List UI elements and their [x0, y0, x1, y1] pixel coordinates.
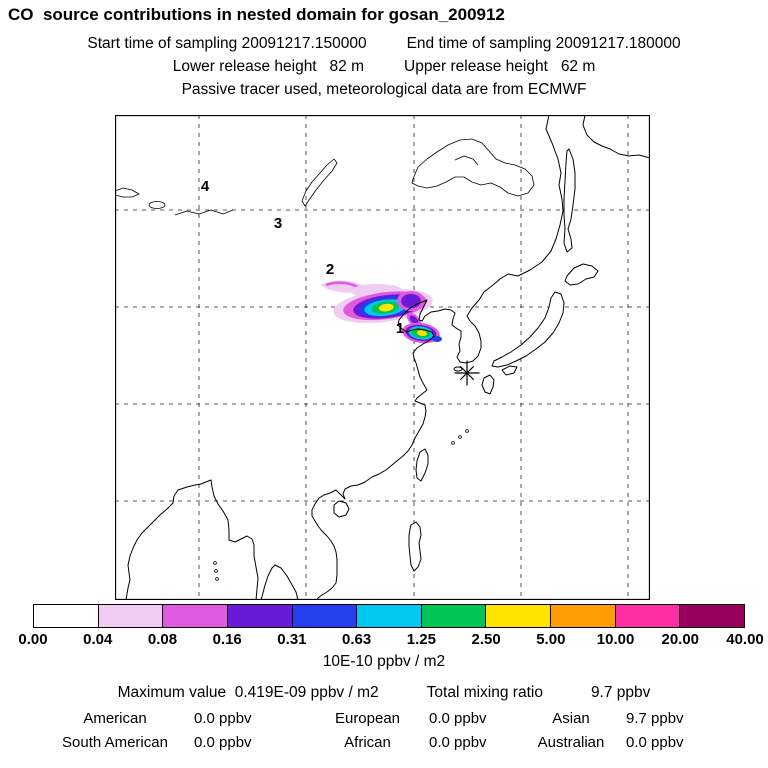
colorbar-segment [485, 605, 551, 627]
colorbar [33, 604, 745, 628]
colorbar-segment [679, 605, 745, 627]
amur-river-loop [411, 138, 535, 197]
receptor-star-marker [454, 360, 480, 386]
coastlines [115, 115, 650, 600]
map-svg: 1 2 3 4 [115, 115, 650, 600]
colorbar-tick-label: 40.00 [726, 631, 764, 648]
figure-title: CO source contributions in nested domain… [8, 5, 505, 24]
region-label: Australian [537, 734, 605, 751]
mainland-asia-coast [311, 115, 564, 600]
hainan-island [333, 500, 350, 518]
sampling-end-text: End time of sampling 20091217.180000 [406, 35, 681, 52]
region-value: 0.0 ppbv [194, 734, 252, 751]
lower-release-text: Lower release height 82 m [172, 58, 364, 75]
luzon-island [408, 521, 422, 572]
colorbar-segment [226, 605, 292, 627]
colorbar-labels: 0.00 0.04 0.08 0.16 0.31 0.63 1.25 2.50 5.00 10.0… [18, 631, 763, 649]
colorbar-segment [291, 605, 357, 627]
trajectory-point-label: 3 [274, 215, 282, 232]
lake-zaysan [148, 201, 166, 209]
colorbar-tick-label: 0.31 [277, 631, 307, 648]
colorbar-segment [162, 605, 227, 627]
gulf-of-thailand-coast [260, 564, 299, 600]
hokkaido-island [564, 263, 599, 286]
region-label: European [334, 710, 401, 727]
colorbar-segment [550, 605, 615, 627]
colorbar-segment [420, 605, 486, 627]
regions-table: American 0.0 ppbv European 0.0 ppbv Asian 9.7… [40, 707, 768, 755]
region-value: 0.0 ppbv [194, 710, 252, 727]
plume-contours [320, 280, 442, 344]
colorbar-tick-label: 0.04 [83, 631, 113, 648]
region-label: South American [62, 734, 168, 751]
map-frame [115, 115, 650, 600]
maximum-value-text: Maximum value 0.419E-09 ppbv / m2 [117, 684, 379, 701]
lake-baikal [301, 158, 338, 207]
region-value: 0.0 ppbv [429, 734, 487, 751]
colorbar-tick-label: 0.08 [147, 631, 178, 648]
myanmar-india-coast [125, 479, 259, 600]
ryukyu-island-dot [451, 441, 455, 445]
plume-secondary-blob [402, 322, 440, 344]
andaman-island-dot [214, 569, 218, 573]
honshu-island [491, 291, 565, 368]
region-value: 0.0 ppbv [626, 734, 684, 751]
ryukyu-island-dot [458, 435, 462, 439]
total-mixing-ratio-value: 9.7 ppbv [590, 684, 651, 701]
colorbar-tick-label: 10.00 [596, 631, 635, 648]
upper-release-text: Upper release height 62 m [404, 58, 596, 75]
trajectory-point-label: 1 [396, 320, 404, 337]
colorbar-tick-label: 1.25 [406, 631, 436, 648]
region-label: American [83, 710, 147, 727]
kyushu-island [481, 374, 495, 395]
colorbar-tick-label: 0.00 [18, 631, 48, 648]
trajectory-point-label: 2 [326, 261, 334, 278]
sakhalin-island [563, 148, 576, 253]
taiwan-island [415, 448, 429, 482]
region-label: Asian [552, 710, 590, 727]
amur-river-branch [454, 155, 479, 166]
trajectory-point-label: 4 [201, 178, 210, 195]
region-value: 0.0 ppbv [429, 710, 487, 727]
lake-balkhash [115, 187, 140, 198]
andaman-island-dot [215, 577, 219, 581]
tracer-note-text: Passive tracer used, meteorological data… [181, 81, 587, 98]
sampling-start-text: Start time of sampling 20091217.150000 [87, 35, 367, 52]
shikoku-island [501, 365, 518, 376]
colorbar-segment [356, 605, 421, 627]
colorbar-tick-label: 0.63 [342, 631, 372, 648]
okhotsk-north-coast [582, 115, 650, 159]
colorbar-units-label: 10E-10 ppbv / m2 [322, 653, 446, 670]
colorbar-tick-label: 0.16 [212, 631, 242, 648]
colorbar-segment [614, 605, 680, 627]
andaman-island-dot [213, 561, 217, 565]
sampling-time-line: Start time of sampling 20091217.150000 E… [0, 35, 768, 53]
region-value: 9.7 ppbv [626, 710, 684, 727]
total-mixing-ratio-label: Total mixing ratio [426, 684, 543, 701]
ryukyu-island-dot [465, 429, 469, 433]
tracer-note-line: Passive tracer used, meteorological data… [0, 81, 768, 99]
summary-line: Maximum value 0.419E-09 ppbv / m2 Total … [0, 684, 768, 702]
steppe-river-line [174, 209, 234, 216]
colorbar-segment [34, 605, 98, 627]
colorbar-segment [97, 605, 163, 627]
region-label: African [344, 734, 391, 751]
release-height-line: Lower release height 82 m Upper release … [0, 58, 768, 76]
jeju-island [453, 366, 463, 372]
colorbar-tick-label: 2.50 [471, 631, 501, 648]
colorbar-tick-label: 5.00 [536, 631, 566, 648]
colorbar-tick-label: 20.00 [661, 631, 700, 648]
